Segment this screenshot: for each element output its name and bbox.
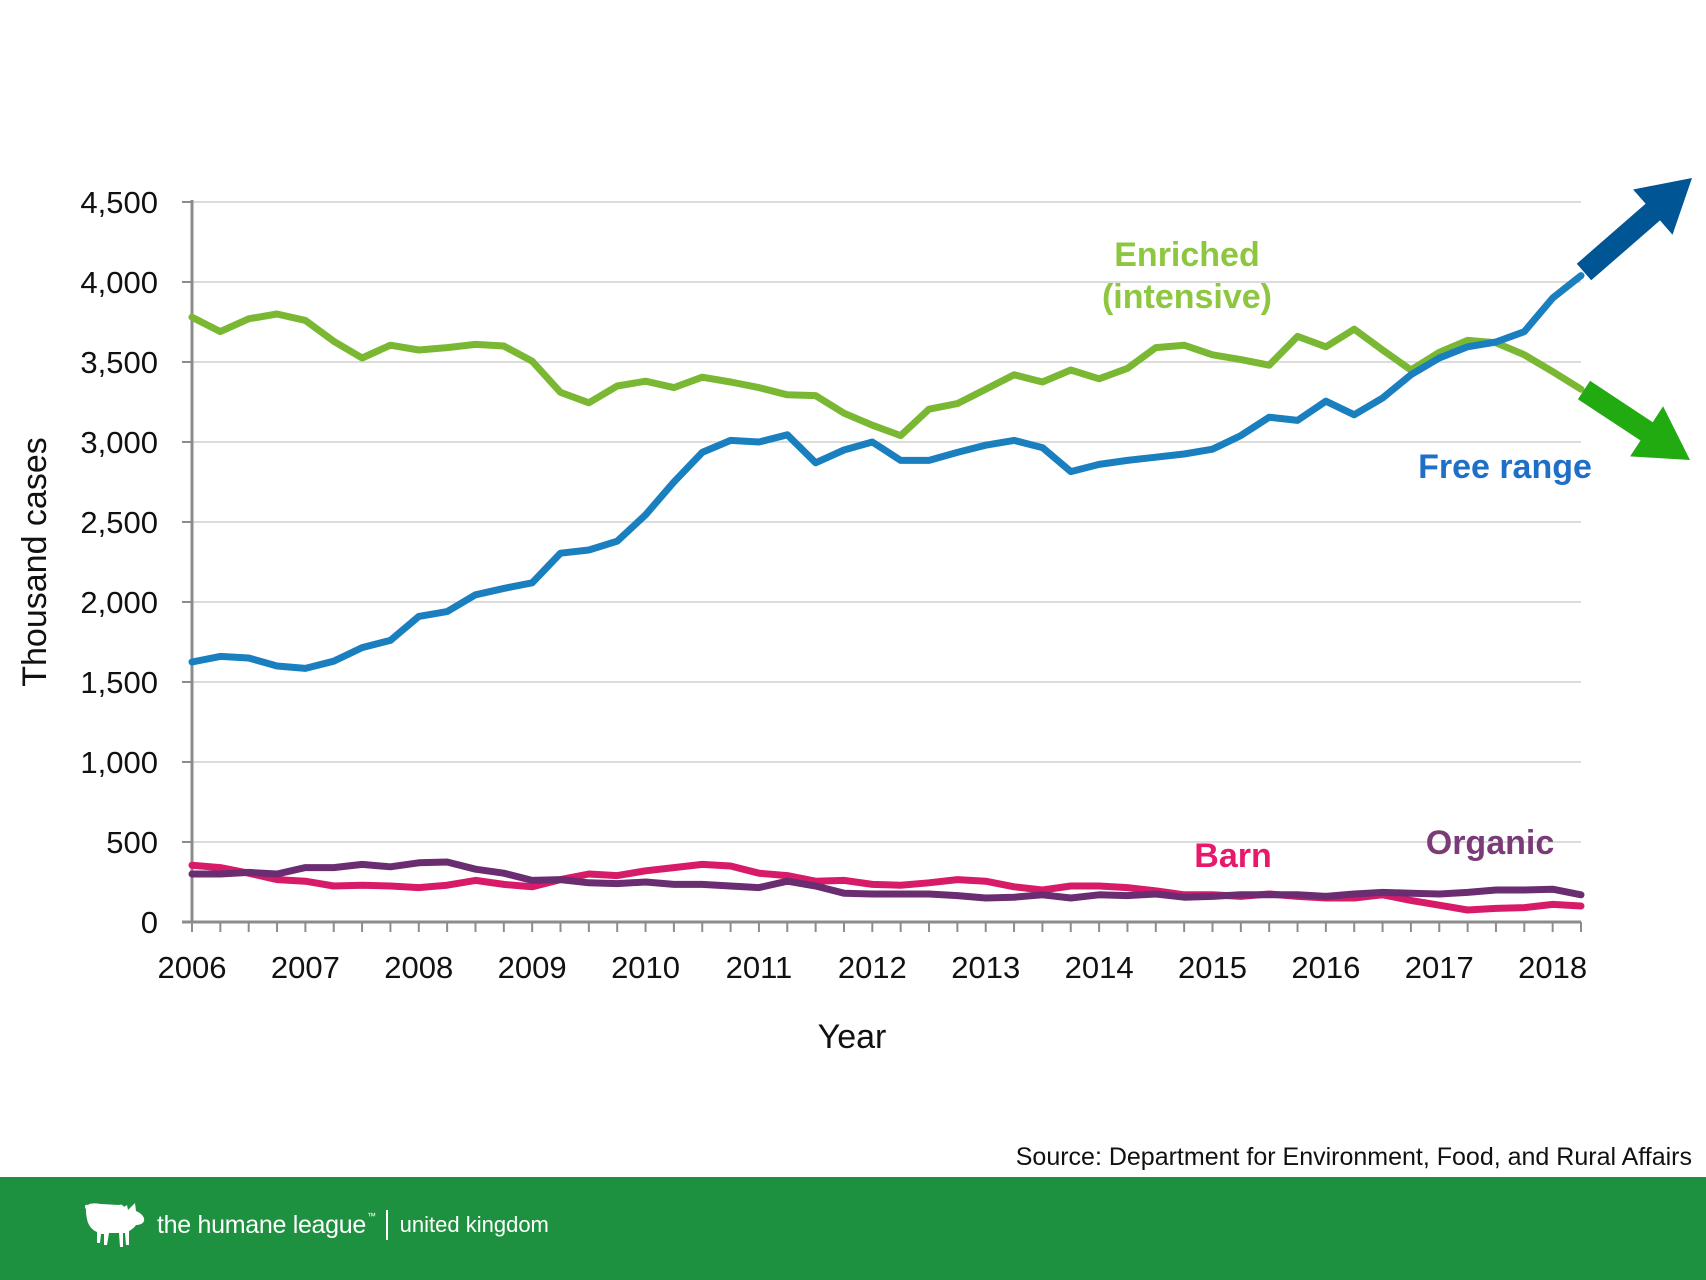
brand-name-text: the humane league <box>157 1210 366 1239</box>
y-tick-label: 4,000 <box>80 265 158 300</box>
y-tick-label: 2,500 <box>80 505 158 540</box>
line-chart: 0 500 1,000 1,500 2,000 2,500 3,000 3,500 4,000 4… <box>16 178 1692 1056</box>
series-label: Organic <box>1426 824 1554 862</box>
x-tick-label: 2010 <box>611 950 680 985</box>
y-tick-label: 2,000 <box>80 585 158 620</box>
series-line-enriched-intensive <box>188 310 1585 440</box>
footer-banner: the humane league™ united kingdom <box>0 1177 1706 1280</box>
y-tick-label: 1,000 <box>80 745 158 780</box>
down-arrow-icon <box>1577 380 1690 460</box>
y-tick-label: 4,500 <box>80 185 158 220</box>
series-line-barn <box>188 860 1585 914</box>
series-label: Barn <box>1194 837 1271 875</box>
brand-separator <box>385 1210 388 1240</box>
series-line-free-range <box>188 272 1585 672</box>
y-axis-title: Thousand cases <box>16 437 54 687</box>
x-tick-label: 2015 <box>1178 950 1247 985</box>
x-tick-label: 2013 <box>951 950 1020 985</box>
source-note: Source: Department for Environment, Food… <box>1015 1143 1692 1171</box>
x-tick-labels: 2006 2007 2008 2009 2010 2011 2012 2013 2014 2015… <box>158 950 1588 985</box>
trademark: ™ <box>366 1210 376 1221</box>
x-tick-label: 2007 <box>271 950 340 985</box>
x-tick-label: 2014 <box>1065 950 1134 985</box>
series-label: Free range <box>1418 448 1592 486</box>
series-lines <box>188 272 1585 914</box>
x-tick-label: 2008 <box>384 950 453 985</box>
up-arrow-icon <box>1576 178 1692 281</box>
y-tick-label: 500 <box>106 825 158 860</box>
pig-icon <box>84 1203 145 1247</box>
x-axis-title: Year <box>818 1018 887 1056</box>
x-tick-label: 2006 <box>158 950 227 985</box>
brand-region: united kingdom <box>399 1212 549 1237</box>
x-tick-label: 2016 <box>1291 950 1360 985</box>
series-labels: Enriched (intensive) Free range Barn Organic <box>1102 236 1592 875</box>
y-tick-label: 1,500 <box>80 665 158 700</box>
trend-arrows <box>1576 178 1692 460</box>
y-tick-labels: 0 500 1,000 1,500 2,000 2,500 3,000 3,500 4,000 4… <box>80 185 158 940</box>
x-tick-label: 2012 <box>838 950 907 985</box>
brand-name: the humane league™ <box>157 1211 376 1240</box>
x-tick-label: 2017 <box>1405 950 1474 985</box>
axes <box>182 200 1582 932</box>
y-tick-label: 0 <box>141 905 158 940</box>
series-line-organic <box>188 858 1585 902</box>
gridlines <box>192 201 1581 843</box>
series-label: Enriched <box>1114 236 1259 274</box>
y-tick-label: 3,000 <box>80 425 158 460</box>
series-label: (intensive) <box>1102 278 1272 316</box>
brand-logo: the humane league™ united kingdom <box>83 1201 549 1249</box>
x-tick-label: 2018 <box>1518 950 1587 985</box>
x-tick-label: 2011 <box>726 950 793 985</box>
y-tick-label: 3,500 <box>80 345 158 380</box>
x-tick-label: 2009 <box>498 950 567 985</box>
